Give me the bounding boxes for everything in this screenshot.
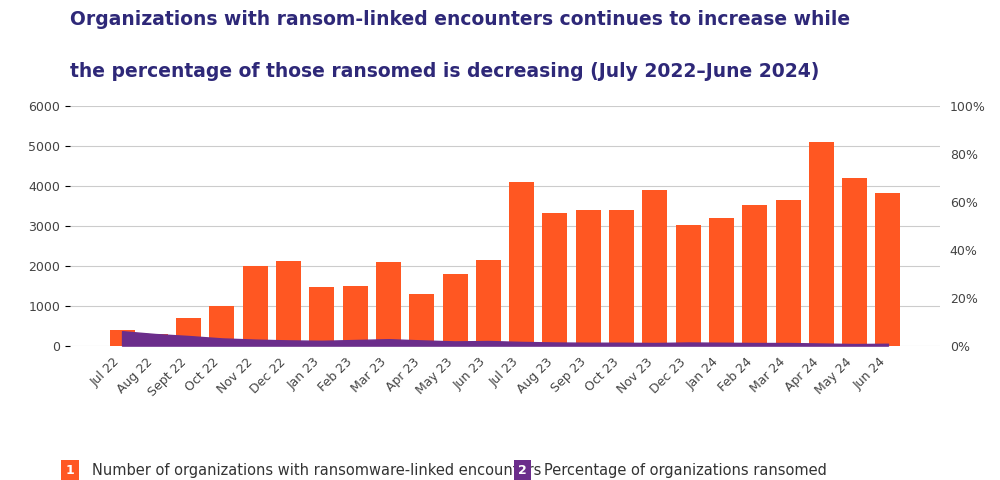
Bar [476, 260, 501, 346]
Bar [409, 294, 434, 346]
Bar [576, 210, 601, 346]
Text: the percentage of those ransomed is decreasing (July 2022–June 2024): the percentage of those ransomed is decr… [70, 62, 819, 82]
Bar [875, 193, 900, 346]
Bar [709, 217, 734, 346]
Text: Number of organizations with ransomware-linked encounters: Number of organizations with ransomware-… [92, 463, 541, 478]
Bar [542, 213, 567, 346]
Bar [243, 266, 268, 346]
Text: Percentage of organizations ransomed: Percentage of organizations ransomed [544, 463, 827, 478]
Bar [309, 287, 334, 346]
Bar [676, 225, 701, 346]
Bar [842, 178, 867, 346]
Bar [176, 318, 201, 346]
Bar [776, 200, 801, 346]
Bar [209, 306, 234, 346]
Text: 2: 2 [518, 464, 527, 477]
Bar [376, 263, 401, 346]
Bar [642, 191, 667, 346]
Bar [509, 181, 534, 346]
Bar [609, 210, 634, 346]
Bar [276, 261, 301, 346]
Bar [343, 287, 368, 346]
Bar [110, 330, 135, 346]
Bar [742, 205, 767, 346]
Bar [443, 274, 468, 346]
Bar [143, 334, 168, 346]
Text: 1: 1 [66, 464, 74, 477]
Text: Organizations with ransom-linked encounters continues to increase while: Organizations with ransom-linked encount… [70, 10, 850, 29]
Bar [809, 143, 834, 346]
